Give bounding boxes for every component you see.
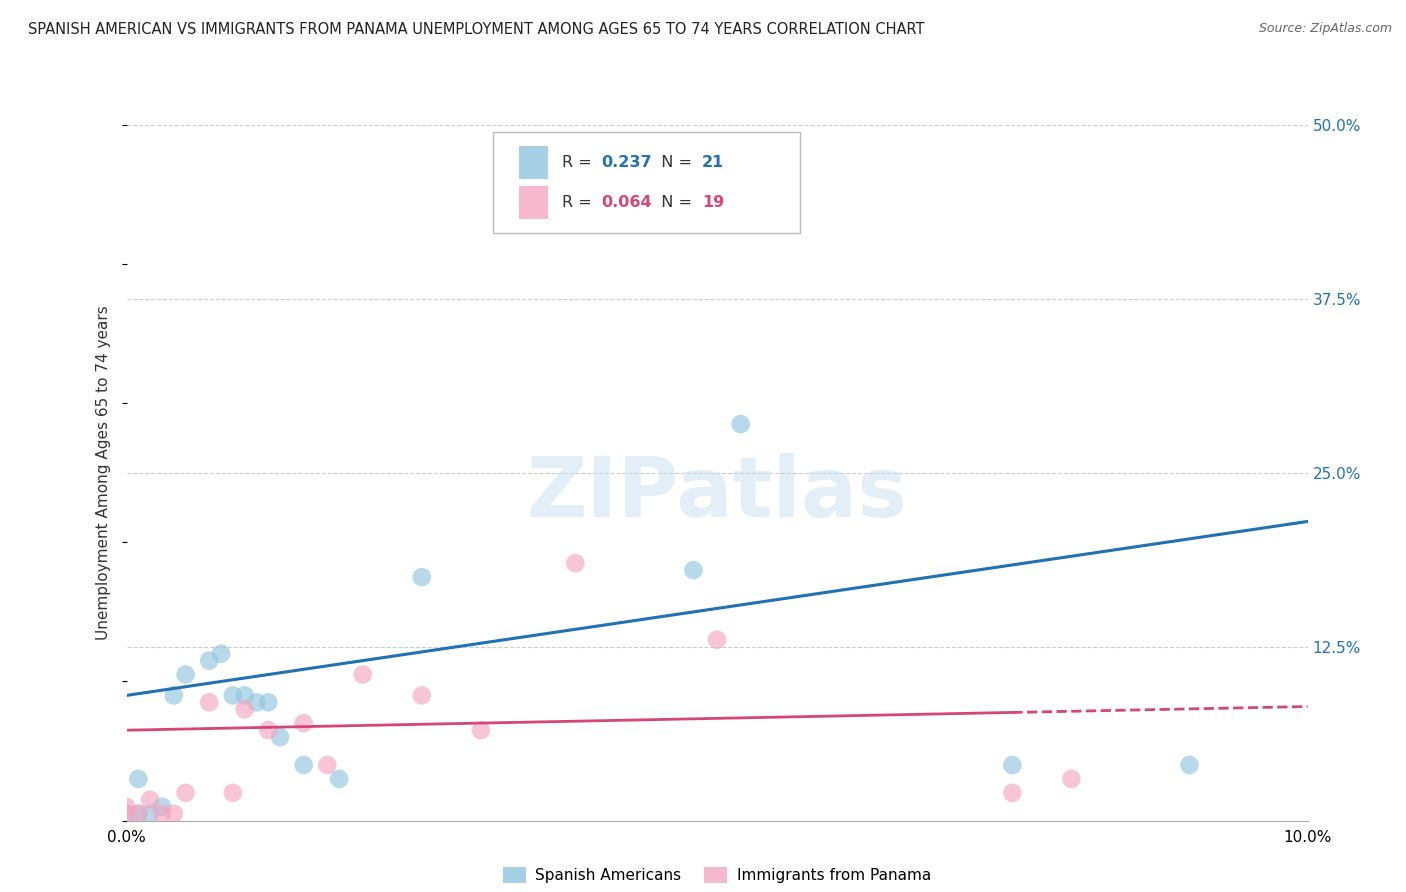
Point bbox=[139, 806, 162, 821]
Legend: Spanish Americans, Immigrants from Panama: Spanish Americans, Immigrants from Panam… bbox=[498, 862, 936, 889]
Point bbox=[470, 723, 492, 738]
Point bbox=[269, 730, 291, 744]
Point bbox=[1001, 758, 1024, 772]
Point bbox=[127, 806, 149, 821]
Text: R =: R = bbox=[562, 194, 598, 210]
Point bbox=[564, 556, 586, 570]
Point bbox=[115, 799, 138, 814]
Point bbox=[1001, 786, 1024, 800]
Point bbox=[316, 758, 339, 772]
Point bbox=[411, 570, 433, 584]
Point bbox=[257, 695, 280, 709]
Point bbox=[352, 667, 374, 681]
Point bbox=[682, 563, 704, 577]
Point bbox=[174, 786, 197, 800]
Point bbox=[411, 689, 433, 703]
Point bbox=[163, 806, 186, 821]
Point bbox=[139, 793, 162, 807]
Point bbox=[1178, 758, 1201, 772]
Point bbox=[163, 689, 186, 703]
Point bbox=[150, 806, 173, 821]
FancyBboxPatch shape bbox=[492, 132, 800, 233]
Point bbox=[115, 806, 138, 821]
Text: 0.064: 0.064 bbox=[602, 194, 652, 210]
Point bbox=[198, 695, 221, 709]
Y-axis label: Unemployment Among Ages 65 to 74 years: Unemployment Among Ages 65 to 74 years bbox=[96, 305, 111, 640]
Point bbox=[127, 806, 149, 821]
Point bbox=[292, 716, 315, 731]
Point bbox=[209, 647, 232, 661]
Text: SPANISH AMERICAN VS IMMIGRANTS FROM PANAMA UNEMPLOYMENT AMONG AGES 65 TO 74 YEAR: SPANISH AMERICAN VS IMMIGRANTS FROM PANA… bbox=[28, 22, 925, 37]
Point bbox=[115, 806, 138, 821]
Point bbox=[127, 772, 149, 786]
Text: N =: N = bbox=[651, 194, 697, 210]
Point bbox=[292, 758, 315, 772]
Text: N =: N = bbox=[651, 155, 697, 169]
Point bbox=[222, 786, 245, 800]
Point bbox=[174, 667, 197, 681]
Point bbox=[198, 654, 221, 668]
Text: 19: 19 bbox=[702, 194, 724, 210]
Point bbox=[564, 160, 586, 174]
Text: ZIPatlas: ZIPatlas bbox=[527, 453, 907, 534]
Point bbox=[730, 417, 752, 431]
Point bbox=[257, 723, 280, 738]
Text: Source: ZipAtlas.com: Source: ZipAtlas.com bbox=[1258, 22, 1392, 36]
Point bbox=[245, 695, 267, 709]
Point bbox=[233, 702, 256, 716]
Point bbox=[328, 772, 350, 786]
Point bbox=[706, 632, 728, 647]
Text: 21: 21 bbox=[702, 155, 724, 169]
Text: R =: R = bbox=[562, 155, 598, 169]
Point bbox=[222, 689, 245, 703]
Point bbox=[150, 799, 173, 814]
Text: 0.237: 0.237 bbox=[602, 155, 652, 169]
FancyBboxPatch shape bbox=[519, 186, 548, 219]
Point bbox=[233, 689, 256, 703]
FancyBboxPatch shape bbox=[519, 145, 548, 179]
Point bbox=[1060, 772, 1083, 786]
